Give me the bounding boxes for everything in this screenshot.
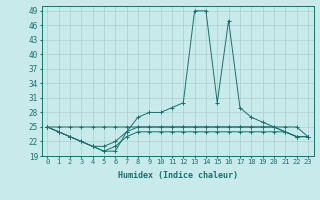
X-axis label: Humidex (Indice chaleur): Humidex (Indice chaleur) (118, 171, 237, 180)
